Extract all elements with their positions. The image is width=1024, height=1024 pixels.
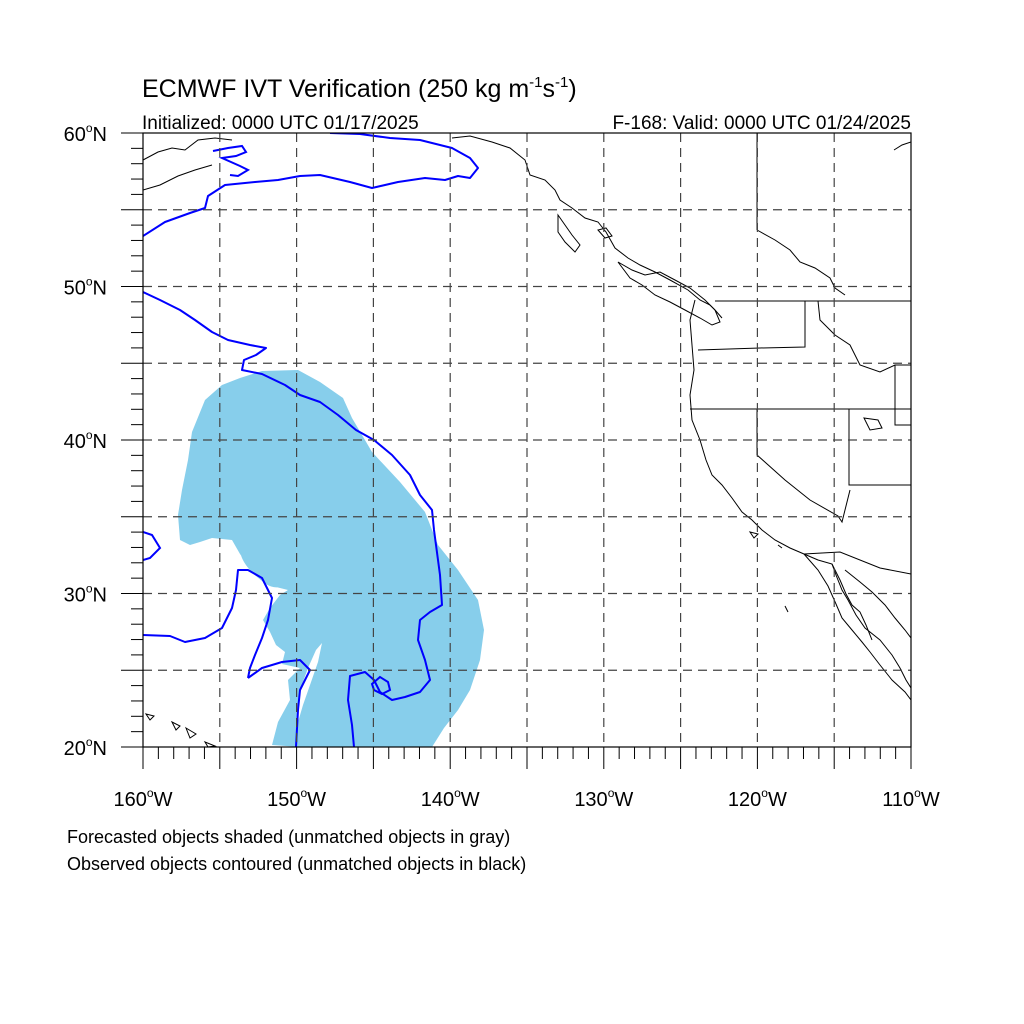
islands-south [748, 417, 883, 613]
state-border-id [817, 300, 911, 426]
observed-ivt-contour-west [143, 569, 311, 747]
state-border-ca-nv [756, 409, 851, 524]
lon-tick-label: 110oW [882, 786, 940, 811]
west-coast [689, 299, 911, 689]
figure-title: ECMWF IVT Verification (250 kg m-1s-1) [142, 74, 577, 103]
baja-california [803, 553, 911, 701]
forecast-gap [298, 643, 322, 722]
observed-ivt-contour-main [143, 291, 443, 747]
forecast-ivt-object [178, 370, 484, 747]
state-border-or-wa [697, 301, 806, 351]
lon-tick-label: 120oW [728, 786, 787, 811]
lat-lon-grid [143, 133, 911, 747]
axis-tick-labels: 60oN 50oN 40oN 30oN 20oN 160oW 150oW 140oW 130oW… [64, 121, 940, 811]
lat-tick-label: 60oN [64, 121, 107, 146]
observed-ivt-contour-bay [212, 144, 251, 178]
gulf-of-california-coast [844, 569, 911, 639]
lat-tick-label: 50oN [64, 275, 107, 300]
valid-label: F-168: Valid: 0000 UTC 01/24/2025 [612, 113, 911, 134]
axis-ticks [121, 132, 912, 769]
forecast-legend-note: Forecasted objects shaded (unmatched obj… [67, 827, 510, 847]
lon-tick-label: 160oW [114, 786, 173, 811]
observed-ivt-contour-north [143, 133, 479, 237]
lat-tick-label: 40oN [64, 428, 107, 453]
us-mexico-border [803, 551, 911, 575]
state-border-nv-ut [848, 409, 911, 486]
lon-tick-label: 150oW [267, 786, 326, 811]
initialized-label: Initialized: 0000 UTC 01/17/2025 [142, 113, 419, 134]
alaska-southeast-coast [451, 135, 723, 319]
lon-tick-label: 140oW [421, 786, 480, 811]
hawaii-islands [144, 713, 217, 747]
observed-ivt-contour-edge [143, 531, 162, 561]
observed-legend-note: Observed objects contoured (unmatched ob… [67, 854, 526, 874]
lat-tick-label: 20oN [64, 735, 107, 760]
lat-tick-label: 30oN [64, 582, 107, 607]
alaska-coast [143, 137, 233, 191]
lon-tick-label: 130oW [574, 786, 633, 811]
